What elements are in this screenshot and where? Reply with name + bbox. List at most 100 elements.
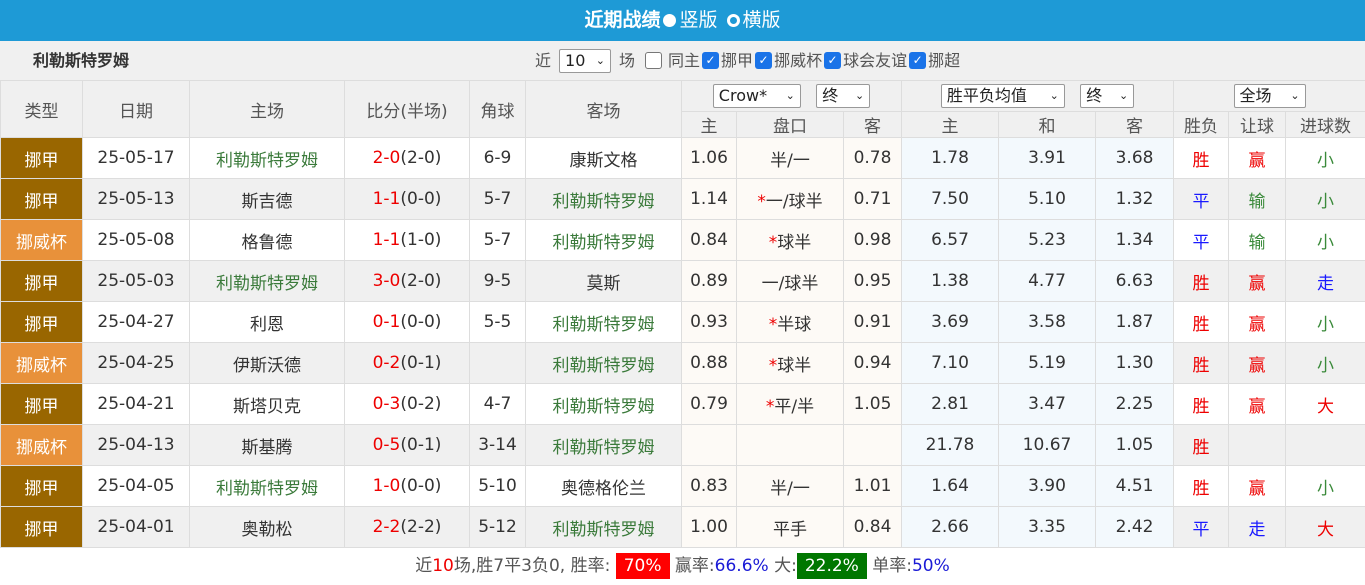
result-goals: 小 [1286, 179, 1365, 220]
ah-time-value: 终 [822, 85, 838, 107]
full-time-score: 3-0 [373, 271, 401, 291]
home-team[interactable]: 利恩 [190, 302, 345, 343]
ah-home-odds: 0.79 [682, 384, 737, 425]
league-badge[interactable]: 挪甲 [1, 179, 83, 220]
ah-time-select[interactable]: 终⌄ [816, 84, 870, 108]
score[interactable]: 2-0(2-0) [345, 138, 470, 179]
eu-draw-odds: 5.10 [999, 179, 1096, 220]
result-handicap: 赢 [1229, 466, 1286, 507]
eu-home-odds: 3.69 [902, 302, 999, 343]
home-team[interactable]: 格鲁德 [190, 220, 345, 261]
radio-vertical-label[interactable]: 竖版 [679, 9, 717, 31]
ah-line-value: 球半 [777, 233, 811, 253]
away-team[interactable]: 利勒斯特罗姆 [526, 425, 682, 466]
league-checkbox-friendly[interactable]: ✓ [824, 52, 841, 69]
same-host-checkbox[interactable] [645, 52, 662, 69]
half-time-score: (2-0) [400, 148, 441, 168]
summary-text: 平 [504, 556, 521, 576]
result-handicap: 赢 [1229, 261, 1286, 302]
home-team[interactable]: 斯吉德 [190, 179, 345, 220]
eu-type-value: 胜平负均值 [947, 85, 1027, 107]
scope-select[interactable]: 全场⌄ [1234, 84, 1306, 108]
ah-company-value: Crow* [719, 85, 767, 107]
league-checkbox-cup[interactable]: ✓ [755, 52, 772, 69]
league-checkbox-eliteserien[interactable]: ✓ [909, 52, 926, 69]
league-checkbox-nor1[interactable]: ✓ [702, 52, 719, 69]
ah-home-odds: 0.89 [682, 261, 737, 302]
away-team[interactable]: 莫斯 [526, 261, 682, 302]
result-handicap: 输 [1229, 179, 1286, 220]
league-label: 挪威杯 [774, 41, 822, 80]
home-team[interactable]: 利勒斯特罗姆 [190, 261, 345, 302]
corners: 5-12 [470, 507, 526, 548]
eu-time-select[interactable]: 终⌄ [1080, 84, 1134, 108]
home-team[interactable]: 伊斯沃德 [190, 343, 345, 384]
league-badge[interactable]: 挪威杯 [1, 343, 83, 384]
away-team[interactable]: 利勒斯特罗姆 [526, 384, 682, 425]
score[interactable]: 1-1(0-0) [345, 179, 470, 220]
away-team[interactable]: 利勒斯特罗姆 [526, 220, 682, 261]
result-goals: 大 [1286, 384, 1365, 425]
score[interactable]: 1-1(1-0) [345, 220, 470, 261]
half-time-score: (0-0) [400, 189, 441, 209]
league-badge[interactable]: 挪甲 [1, 261, 83, 302]
half-time-score: (2-2) [400, 517, 441, 537]
away-team[interactable]: 利勒斯特罗姆 [526, 179, 682, 220]
radio-horizontal[interactable] [727, 14, 740, 27]
away-team[interactable]: 利勒斯特罗姆 [526, 507, 682, 548]
away-team[interactable]: 利勒斯特罗姆 [526, 302, 682, 343]
home-team[interactable]: 奥勒松 [190, 507, 345, 548]
home-team[interactable]: 斯基腾 [190, 425, 345, 466]
league-badge[interactable]: 挪甲 [1, 466, 83, 507]
summary-losses: 0 [549, 556, 560, 576]
score[interactable]: 0-5(0-1) [345, 425, 470, 466]
eu-away-odds: 6.63 [1096, 261, 1174, 302]
col-type: 类型 [1, 81, 83, 138]
ah-home-odds: 0.88 [682, 343, 737, 384]
league-badge[interactable]: 挪甲 [1, 302, 83, 343]
ah-away-odds: 0.78 [844, 138, 902, 179]
home-team[interactable]: 利勒斯特罗姆 [190, 466, 345, 507]
ah-line: *一/球半 [737, 179, 844, 220]
ah-line: 半/一 [737, 138, 844, 179]
score[interactable]: 0-1(0-0) [345, 302, 470, 343]
eu-draw-odds: 3.90 [999, 466, 1096, 507]
league-badge[interactable]: 挪威杯 [1, 220, 83, 261]
filter-bar: 利勒斯特罗姆 近 10⌄ 场 同主 ✓挪甲 ✓挪威杯 ✓球会友谊 ✓挪超 [0, 41, 1365, 80]
home-team[interactable]: 利勒斯特罗姆 [190, 138, 345, 179]
ah-company-select[interactable]: Crow*⌄ [713, 84, 801, 108]
score[interactable]: 3-0(2-0) [345, 261, 470, 302]
league-badge[interactable]: 挪威杯 [1, 425, 83, 466]
away-team[interactable]: 康斯文格 [526, 138, 682, 179]
league-badge[interactable]: 挪甲 [1, 507, 83, 548]
score[interactable]: 0-3(0-2) [345, 384, 470, 425]
summary-wins: 7 [493, 556, 504, 576]
result-goals: 小 [1286, 220, 1365, 261]
league-badge[interactable]: 挪甲 [1, 138, 83, 179]
eu-home-odds: 6.57 [902, 220, 999, 261]
league-badge[interactable]: 挪甲 [1, 384, 83, 425]
home-team[interactable]: 斯塔贝克 [190, 384, 345, 425]
eu-time-value: 终 [1086, 85, 1102, 107]
score[interactable]: 2-2(2-2) [345, 507, 470, 548]
ah-line-value: 平手 [773, 520, 807, 540]
table-row: 挪甲 25-04-05 利勒斯特罗姆 1-0(0-0) 5-10 奥德格伦兰 0… [1, 466, 1365, 507]
radio-horizontal-label[interactable]: 横版 [743, 9, 781, 31]
radio-vertical[interactable] [663, 14, 676, 27]
half-time-score: (0-0) [400, 312, 441, 332]
corners: 3-14 [470, 425, 526, 466]
away-team[interactable]: 奥德格伦兰 [526, 466, 682, 507]
ah-away-odds: 1.05 [844, 384, 902, 425]
eu-type-select[interactable]: 胜平负均值⌄ [941, 84, 1065, 108]
half-time-score: (0-2) [400, 394, 441, 414]
ah-line-value: 半/一 [770, 151, 810, 171]
win-rate-badge: 70% [616, 553, 670, 579]
score[interactable]: 1-0(0-0) [345, 466, 470, 507]
result-wl: 平 [1174, 179, 1229, 220]
score[interactable]: 0-2(0-1) [345, 343, 470, 384]
title-bar: 近期战绩竖版 横版 [0, 0, 1365, 41]
match-count-select[interactable]: 10⌄ [559, 49, 611, 73]
eu-draw-odds: 5.23 [999, 220, 1096, 261]
summary-count: 10 [432, 556, 454, 576]
away-team[interactable]: 利勒斯特罗姆 [526, 343, 682, 384]
